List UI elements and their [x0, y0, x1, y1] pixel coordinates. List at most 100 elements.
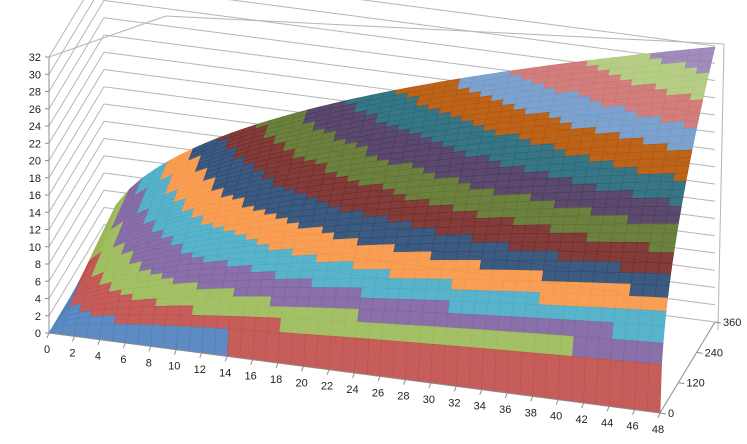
surface-cell	[669, 188, 685, 199]
surface-cell	[226, 258, 242, 268]
surface-cell	[629, 137, 645, 146]
surface-cell	[196, 281, 212, 290]
surface-cell	[231, 296, 247, 307]
surface-cell	[545, 177, 561, 187]
surface-cell	[228, 315, 244, 331]
surface-cell	[350, 269, 366, 279]
surface-cell	[528, 200, 544, 210]
surface-cell	[280, 306, 296, 320]
surface-cell	[116, 300, 132, 309]
surface-cell	[583, 175, 599, 185]
surface-cell	[294, 234, 310, 243]
surface-cell	[570, 251, 586, 262]
surface-cell	[163, 325, 179, 351]
surface-cell	[450, 211, 466, 220]
surface-cell	[473, 301, 489, 316]
surface-cell	[514, 280, 530, 293]
surface-cell	[654, 284, 670, 299]
surface-cell	[614, 295, 630, 310]
surface-cell	[569, 183, 585, 193]
surface-cell	[558, 176, 574, 186]
surface-cell	[414, 269, 430, 280]
surface-cell	[574, 223, 590, 234]
surface-cell	[293, 240, 309, 250]
surface-cell	[509, 316, 525, 334]
surface-cell	[586, 320, 602, 339]
surface-cell	[517, 260, 533, 271]
x-tick-label: 22	[321, 381, 333, 393]
surface-cell	[457, 175, 474, 185]
surface-cell	[566, 270, 582, 283]
surface-cell	[459, 313, 474, 330]
surface-cell	[570, 356, 586, 404]
surface-cell	[552, 207, 568, 217]
surface-cell	[175, 325, 191, 352]
surface-cell	[618, 131, 634, 140]
surface-cell	[560, 232, 576, 243]
surface-cell	[465, 269, 481, 281]
x-tick-label: 10	[168, 361, 180, 373]
x-tick-label: 24	[346, 384, 358, 396]
surface-cell	[126, 314, 142, 325]
surface-cell	[546, 241, 562, 252]
surface-cell	[524, 303, 540, 319]
surface-cell	[417, 251, 433, 261]
surface-cell	[610, 167, 626, 176]
surface-cell	[396, 298, 412, 312]
surface-cell	[355, 321, 371, 340]
surface-cell	[353, 252, 369, 262]
surface-cell	[594, 126, 610, 135]
surface-cell	[153, 305, 169, 316]
surface-cell	[439, 204, 455, 213]
surface-cell	[401, 269, 417, 280]
surface-cell	[515, 201, 531, 210]
surface-cell	[237, 264, 253, 274]
surface-cell	[536, 224, 552, 234]
surface-cell	[511, 158, 527, 167]
surface-cell	[182, 289, 198, 299]
surface-cell	[426, 205, 442, 214]
surface-cell	[576, 215, 592, 225]
surface-cell	[460, 226, 476, 236]
surface-cell	[328, 253, 344, 263]
surface-cell	[266, 249, 282, 258]
surface-cell	[562, 305, 578, 321]
surface-cell	[223, 272, 239, 282]
surface-cell	[672, 172, 688, 182]
surface-cell	[194, 288, 210, 298]
x-tick-mark	[479, 389, 483, 395]
surface-cell	[387, 278, 403, 289]
surface-cell	[371, 298, 387, 311]
surface-cell	[221, 280, 237, 290]
surface-cell	[635, 340, 651, 364]
surface-cell	[436, 289, 452, 302]
surface-cell	[170, 282, 186, 292]
surface-cell	[339, 261, 355, 271]
surface-cell	[442, 251, 458, 261]
surface-cell	[442, 190, 458, 199]
surface-cell	[602, 294, 618, 309]
surface-cell	[88, 315, 104, 325]
surface-cell	[380, 244, 396, 253]
x-tick-label: 26	[372, 387, 384, 399]
surface-cell	[622, 241, 638, 253]
surface-cell	[413, 205, 429, 215]
surface-cell	[669, 128, 685, 137]
surface-cell	[532, 178, 548, 187]
surface-cell	[658, 181, 674, 191]
surface-cell	[478, 195, 494, 204]
x-tick-label: 14	[219, 367, 231, 379]
surface-cell	[102, 307, 118, 317]
surface-cell	[469, 242, 485, 252]
surface-cell	[621, 360, 637, 411]
surface-cell	[447, 300, 463, 315]
surface-cell	[316, 246, 332, 256]
x-tick-label: 2	[69, 347, 75, 359]
surface-cell	[624, 232, 639, 243]
x-tick-label: 30	[423, 394, 435, 406]
surface-cell	[501, 209, 517, 219]
surface-cell	[352, 260, 368, 271]
surface-cell	[391, 251, 407, 262]
surface-cell	[86, 323, 102, 341]
surface-cell	[462, 289, 478, 303]
